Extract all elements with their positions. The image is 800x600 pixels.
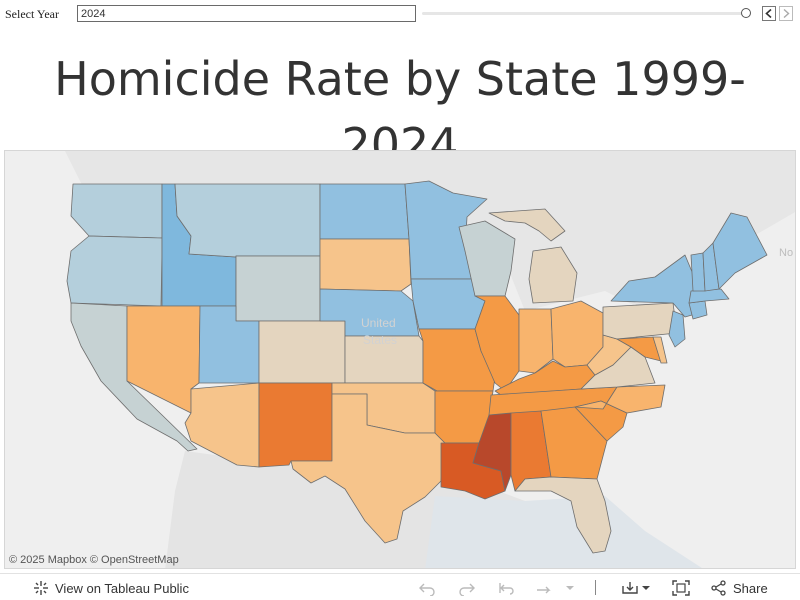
undo-button[interactable]	[418, 578, 436, 598]
year-input[interactable]	[77, 5, 416, 22]
view-on-tableau-label: View on Tableau Public	[55, 580, 189, 596]
state-new-mexico[interactable]	[258, 382, 333, 468]
chevron-left-icon	[765, 9, 772, 18]
tableau-logo-icon	[34, 581, 48, 595]
caret-down-icon	[642, 586, 650, 590]
state-new-jersey[interactable]	[668, 310, 686, 348]
state-texas[interactable]	[290, 393, 446, 544]
share-icon	[711, 580, 726, 596]
revert-icon	[499, 583, 514, 595]
year-slider-thumb[interactable]	[741, 8, 751, 18]
fullscreen-button[interactable]	[672, 578, 690, 598]
state-delaware[interactable]	[652, 336, 668, 364]
us-choropleth[interactable]: United States No	[5, 151, 796, 569]
state-wyoming[interactable]	[235, 255, 321, 322]
fullscreen-icon	[672, 580, 690, 596]
state-oregon[interactable]	[66, 235, 163, 307]
select-year-label: Select Year	[5, 7, 59, 21]
state-colorado[interactable]	[258, 320, 346, 384]
share-button[interactable]: Share	[711, 578, 768, 598]
state-maine[interactable]	[712, 212, 768, 290]
map-basemap-label: United	[361, 316, 396, 330]
redo-button[interactable]	[458, 578, 476, 598]
map-attribution[interactable]: © 2025 Mapbox © OpenStreetMap	[9, 554, 179, 566]
map-basemap-label: No	[779, 247, 793, 259]
next-year-button[interactable]	[779, 6, 793, 21]
revert-button[interactable]	[498, 578, 516, 598]
refresh-button[interactable]	[535, 578, 553, 598]
year-slider-track[interactable]	[422, 12, 748, 15]
page-title: Homicide Rate by State 1999-2024	[54, 52, 746, 150]
gulf-water	[425, 496, 702, 568]
state-north-carolina[interactable]	[574, 384, 666, 414]
state-maryland[interactable]	[616, 336, 662, 362]
chevron-right-icon	[783, 9, 790, 18]
state-florida[interactable]	[514, 476, 612, 554]
download-icon	[622, 582, 638, 594]
refresh-icon	[537, 586, 551, 594]
state-indiana[interactable]	[518, 308, 554, 374]
undo-icon	[419, 583, 435, 596]
toolbar-divider	[595, 580, 596, 595]
prev-year-button[interactable]	[762, 6, 776, 21]
state-washington[interactable]	[70, 183, 163, 239]
redo-icon	[459, 583, 475, 596]
view-on-tableau-button[interactable]: View on Tableau Public	[33, 578, 189, 598]
state-montana[interactable]	[174, 183, 321, 258]
state-south-dakota[interactable]	[319, 238, 412, 292]
refresh-dropdown-button[interactable]	[565, 578, 575, 598]
tableau-toolbar: View on Tableau Public Share	[0, 573, 800, 600]
state-pennsylvania[interactable]	[602, 302, 678, 340]
state-illinois[interactable]	[474, 295, 520, 392]
state-georgia[interactable]	[540, 406, 608, 480]
year-filter-bar: Select Year	[0, 0, 800, 28]
state-north-dakota[interactable]	[319, 183, 410, 240]
share-label: Share	[733, 580, 768, 596]
caret-down-icon	[566, 586, 574, 590]
map-basemap-label: States	[363, 333, 397, 347]
download-button[interactable]	[621, 578, 651, 598]
state-wisconsin[interactable]	[458, 220, 516, 297]
state-map[interactable]: United States No © 2025 Mapbox © OpenStr…	[4, 150, 796, 569]
state-michigan[interactable]	[488, 208, 578, 304]
